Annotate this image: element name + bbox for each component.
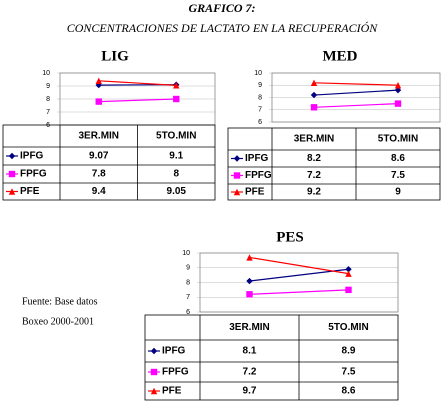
- legend-marker: [150, 347, 158, 355]
- table-frame: [227, 127, 441, 201]
- data-label: 8: [173, 169, 179, 180]
- x-tick-label: 5TO.MIN: [378, 134, 418, 145]
- data-label: 9.07: [89, 151, 109, 162]
- chart-title: PES: [276, 229, 304, 245]
- y-tick-label: 6: [186, 309, 190, 316]
- series-line: [313, 82, 399, 86]
- marker: [345, 286, 352, 294]
- plot-frame: [199, 252, 399, 313]
- series-line: [98, 98, 177, 103]
- series-line: [98, 80, 177, 86]
- legend-label: PFE: [162, 386, 182, 397]
- legend-label: IPFG: [20, 151, 44, 162]
- legend-marker: [233, 188, 241, 196]
- page-subtitle: CONCENTRACIONES DE LACTATO EN LA RECUPER…: [67, 21, 379, 35]
- source-note: Fuente: Base datos: [22, 296, 98, 307]
- y-tick-label: 7: [46, 109, 50, 116]
- table-frame: [144, 314, 399, 401]
- marker: [246, 291, 253, 298]
- marker: [345, 266, 352, 273]
- legend-marker: [150, 368, 158, 376]
- data-label: 8.9: [342, 346, 356, 357]
- y-tick-label: 8: [258, 94, 262, 101]
- legend-label: IPFG: [162, 346, 186, 357]
- marker: [246, 254, 253, 261]
- chart-title: MED: [323, 48, 358, 64]
- legend-label: FPFG: [245, 170, 272, 181]
- x-tick-label: 5TO.MIN: [156, 131, 196, 142]
- legend-marker: [8, 152, 16, 160]
- legend-marker: [233, 155, 241, 162]
- marker: [310, 91, 318, 99]
- data-label: 7.2: [307, 170, 321, 181]
- marker: [394, 82, 402, 89]
- y-tick-label: 7: [186, 294, 190, 301]
- marker: [95, 98, 102, 105]
- y-tick-label: 10: [182, 250, 190, 257]
- data-label: 7.8: [92, 169, 106, 180]
- marker: [310, 104, 318, 111]
- legend-marker: [8, 170, 16, 178]
- legend-marker: [8, 188, 16, 195]
- legend-label: PFE: [20, 186, 40, 197]
- x-tick-label: 3ER.MIN: [78, 131, 119, 142]
- plot-frame: [271, 72, 441, 123]
- legend-label: FPFG: [162, 367, 189, 378]
- marker: [173, 82, 180, 89]
- data-label: 9.05: [167, 186, 187, 197]
- data-label: 9.2: [307, 187, 321, 198]
- data-label: 8.6: [391, 153, 405, 164]
- y-tick-label: 6: [258, 119, 262, 126]
- data-label: 7.5: [391, 170, 405, 181]
- data-label: 8.2: [307, 153, 321, 164]
- x-tick-label: 3ER.MIN: [294, 134, 335, 145]
- legend-label: PFE: [245, 187, 265, 198]
- legend-label: IPFG: [245, 153, 269, 164]
- y-tick-label: 8: [46, 96, 50, 103]
- y-tick-label: 10: [42, 70, 50, 77]
- marker: [95, 77, 102, 84]
- source-note: Boxeo 2000-2001: [22, 316, 94, 327]
- data-label: 7.5: [342, 367, 356, 378]
- data-label: 9.4: [92, 186, 106, 197]
- legend-label: FPFG: [20, 169, 47, 180]
- marker: [345, 270, 352, 277]
- y-tick-label: 9: [46, 83, 50, 90]
- page-title: GRAFICO 7:: [188, 1, 255, 15]
- data-label: 7.2: [243, 367, 257, 378]
- legend-marker: [150, 387, 158, 395]
- y-tick-label: 7: [258, 107, 262, 114]
- marker: [173, 95, 180, 103]
- y-tick-label: 10: [254, 70, 262, 77]
- y-tick-label: 9: [186, 265, 190, 272]
- marker: [394, 86, 402, 94]
- marker: [246, 277, 253, 285]
- x-tick-label: 5TO.MIN: [328, 322, 368, 333]
- series-line: [313, 103, 399, 108]
- data-label: 9.7: [243, 386, 257, 397]
- series-line: [313, 89, 399, 96]
- data-label: 8.6: [342, 386, 356, 397]
- y-tick-label: 8: [186, 279, 190, 286]
- legend-marker: [233, 172, 241, 179]
- marker: [310, 79, 318, 86]
- marker: [394, 100, 402, 107]
- chart-title: LIG: [101, 48, 129, 64]
- data-label: 8.1: [243, 346, 257, 357]
- series-line: [249, 256, 349, 275]
- table-frame: [2, 124, 216, 201]
- data-label: 9: [395, 187, 401, 198]
- y-tick-label: 9: [258, 82, 262, 89]
- data-label: 9.1: [169, 151, 183, 162]
- x-tick-label: 3ER.MIN: [229, 322, 270, 333]
- series-line: [249, 289, 349, 295]
